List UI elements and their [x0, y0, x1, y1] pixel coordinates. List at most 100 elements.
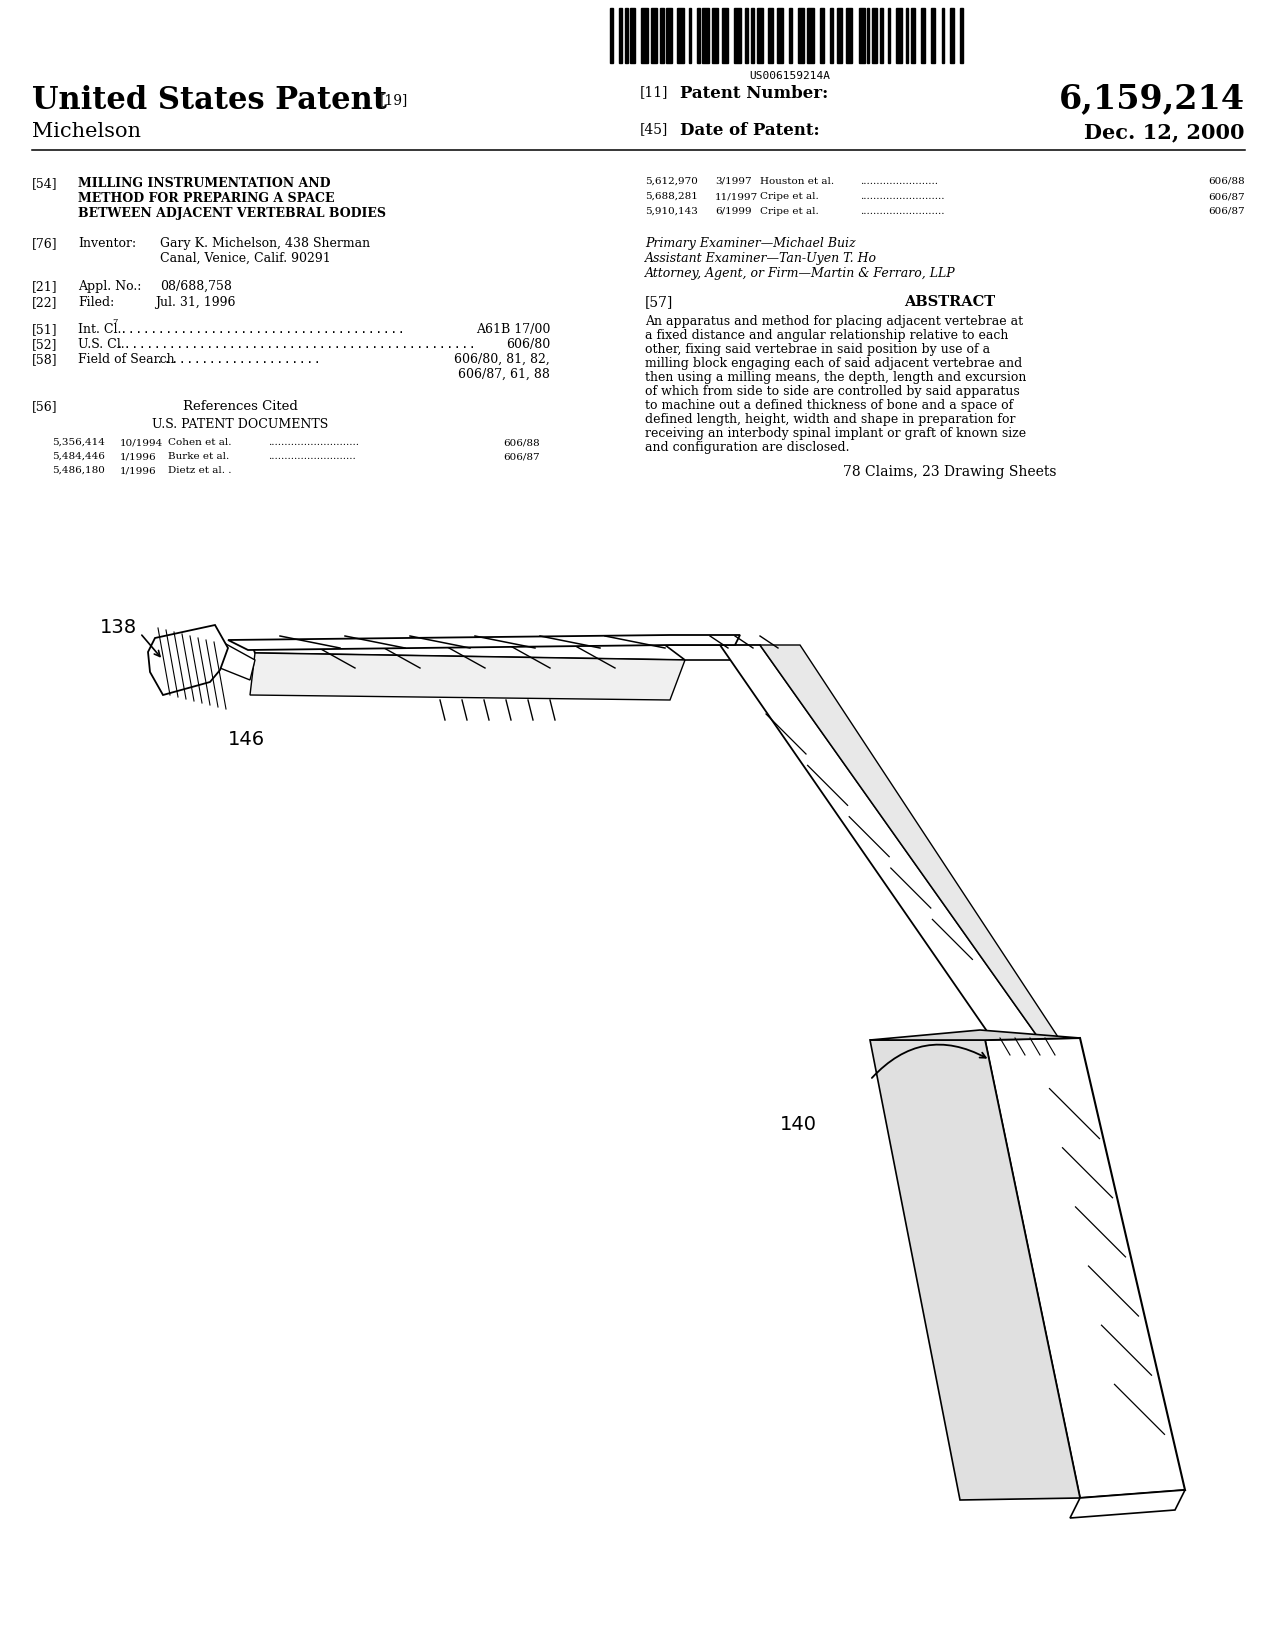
- Bar: [798, 8, 805, 63]
- Text: 1/1996: 1/1996: [120, 452, 157, 460]
- Bar: [711, 8, 718, 63]
- Bar: [757, 8, 762, 63]
- Text: 1/1996: 1/1996: [120, 465, 157, 475]
- Text: [54]: [54]: [32, 177, 57, 190]
- Text: Dietz et al. .: Dietz et al. .: [168, 465, 232, 475]
- Text: ............................: ............................: [268, 437, 360, 447]
- Text: Assistant Examiner—Tan-Uyen T. Ho: Assistant Examiner—Tan-Uyen T. Ho: [645, 252, 877, 266]
- Text: [19]: [19]: [380, 92, 408, 107]
- Text: 5,356,414: 5,356,414: [52, 437, 105, 447]
- Text: 146: 146: [228, 729, 265, 749]
- Text: 78 Claims, 23 Drawing Sheets: 78 Claims, 23 Drawing Sheets: [843, 465, 1057, 478]
- Polygon shape: [870, 1030, 1080, 1040]
- Text: 5,688,281: 5,688,281: [645, 191, 697, 201]
- Polygon shape: [760, 645, 1060, 1040]
- Text: [45]: [45]: [640, 122, 668, 135]
- Bar: [703, 8, 709, 63]
- Bar: [889, 8, 890, 63]
- Polygon shape: [250, 640, 685, 660]
- Text: [57]: [57]: [645, 295, 673, 309]
- Text: 7: 7: [112, 318, 117, 327]
- Text: 606/88: 606/88: [1209, 177, 1244, 186]
- Text: METHOD FOR PREPARING A SPACE: METHOD FOR PREPARING A SPACE: [78, 191, 334, 205]
- Bar: [921, 8, 926, 63]
- Bar: [734, 8, 741, 63]
- Text: [76]: [76]: [32, 238, 57, 251]
- Text: 138: 138: [99, 619, 138, 637]
- Bar: [609, 8, 613, 63]
- Text: Dec. 12, 2000: Dec. 12, 2000: [1085, 122, 1244, 142]
- Text: 08/688,758: 08/688,758: [159, 280, 232, 294]
- Text: Int. Cl.: Int. Cl.: [78, 323, 121, 337]
- Text: U.S. Cl.: U.S. Cl.: [78, 338, 125, 351]
- Text: 6,159,214: 6,159,214: [1058, 82, 1244, 116]
- Bar: [907, 8, 908, 63]
- Bar: [859, 8, 864, 63]
- Bar: [666, 8, 672, 63]
- Text: Inventor:: Inventor:: [78, 238, 136, 251]
- Bar: [872, 8, 877, 63]
- Text: Cripe et al.: Cripe et al.: [760, 206, 819, 216]
- Text: 606/88: 606/88: [504, 437, 541, 447]
- Text: receiving an interbody spinal implant or graft of known size: receiving an interbody spinal implant or…: [645, 427, 1026, 441]
- Text: other, fixing said vertebrae in said position by use of a: other, fixing said vertebrae in said pos…: [645, 343, 991, 356]
- Bar: [845, 8, 852, 63]
- Text: 5,484,446: 5,484,446: [52, 452, 105, 460]
- Text: ......................................: ......................................: [120, 323, 405, 337]
- Text: ABSTRACT: ABSTRACT: [904, 295, 996, 309]
- Text: An apparatus and method for placing adjacent vertebrae at: An apparatus and method for placing adja…: [645, 315, 1023, 328]
- Text: to machine out a defined thickness of bone and a space of: to machine out a defined thickness of bo…: [645, 399, 1014, 412]
- Text: 10/1994: 10/1994: [120, 437, 163, 447]
- Text: ..........................: ..........................: [861, 191, 945, 201]
- Text: 606/87: 606/87: [1209, 191, 1244, 201]
- Text: then using a milling means, the depth, length and excursion: then using a milling means, the depth, l…: [645, 371, 1026, 384]
- Bar: [910, 8, 915, 63]
- Text: 606/87, 61, 88: 606/87, 61, 88: [458, 368, 550, 381]
- Polygon shape: [666, 645, 740, 660]
- Bar: [896, 8, 901, 63]
- Text: [56]: [56]: [32, 399, 57, 412]
- Text: and configuration are disclosed.: and configuration are disclosed.: [645, 441, 849, 454]
- Text: Field of Search: Field of Search: [78, 353, 175, 366]
- Polygon shape: [870, 1040, 1080, 1500]
- Text: milling block engaging each of said adjacent vertebrae and: milling block engaging each of said adja…: [645, 356, 1023, 370]
- Text: BETWEEN ADJACENT VERTEBRAL BODIES: BETWEEN ADJACENT VERTEBRAL BODIES: [78, 206, 386, 219]
- Text: Michelson: Michelson: [32, 122, 142, 140]
- Text: a fixed distance and angular relationship relative to each: a fixed distance and angular relationshi…: [645, 328, 1009, 342]
- Bar: [789, 8, 792, 63]
- Bar: [688, 8, 691, 63]
- Text: Gary K. Michelson, 438 Sherman: Gary K. Michelson, 438 Sherman: [159, 238, 370, 251]
- Text: [11]: [11]: [640, 86, 668, 99]
- Text: Filed:: Filed:: [78, 295, 115, 309]
- Text: ......................: ......................: [156, 353, 321, 366]
- Text: 6/1999: 6/1999: [715, 206, 752, 216]
- Bar: [768, 8, 773, 63]
- Bar: [950, 8, 954, 63]
- Text: 5,612,970: 5,612,970: [645, 177, 697, 186]
- Polygon shape: [720, 645, 1040, 1049]
- Text: United States Patent: United States Patent: [32, 86, 388, 116]
- Bar: [618, 8, 622, 63]
- Text: 606/87: 606/87: [1209, 206, 1244, 216]
- Polygon shape: [250, 653, 685, 700]
- Text: 606/80: 606/80: [506, 338, 550, 351]
- Text: defined length, height, width and shape in preparation for: defined length, height, width and shape …: [645, 412, 1015, 426]
- Bar: [830, 8, 833, 63]
- Bar: [630, 8, 635, 63]
- Text: Primary Examiner—Michael Buiz: Primary Examiner—Michael Buiz: [645, 238, 856, 251]
- Text: Canal, Venice, Calif. 90291: Canal, Venice, Calif. 90291: [159, 252, 330, 266]
- Polygon shape: [215, 639, 255, 680]
- Bar: [960, 8, 964, 63]
- Polygon shape: [148, 625, 228, 695]
- Text: [58]: [58]: [32, 353, 57, 366]
- Polygon shape: [986, 1038, 1184, 1498]
- Text: ........................: ........................: [861, 177, 938, 186]
- Bar: [776, 8, 783, 63]
- Text: U.S. PATENT DOCUMENTS: U.S. PATENT DOCUMENTS: [152, 417, 328, 431]
- Bar: [625, 8, 629, 63]
- Text: [51]: [51]: [32, 323, 57, 337]
- Text: Patent Number:: Patent Number:: [680, 86, 829, 102]
- Text: ...........................: ...........................: [268, 452, 356, 460]
- Text: 11/1997: 11/1997: [715, 191, 759, 201]
- Bar: [677, 8, 683, 63]
